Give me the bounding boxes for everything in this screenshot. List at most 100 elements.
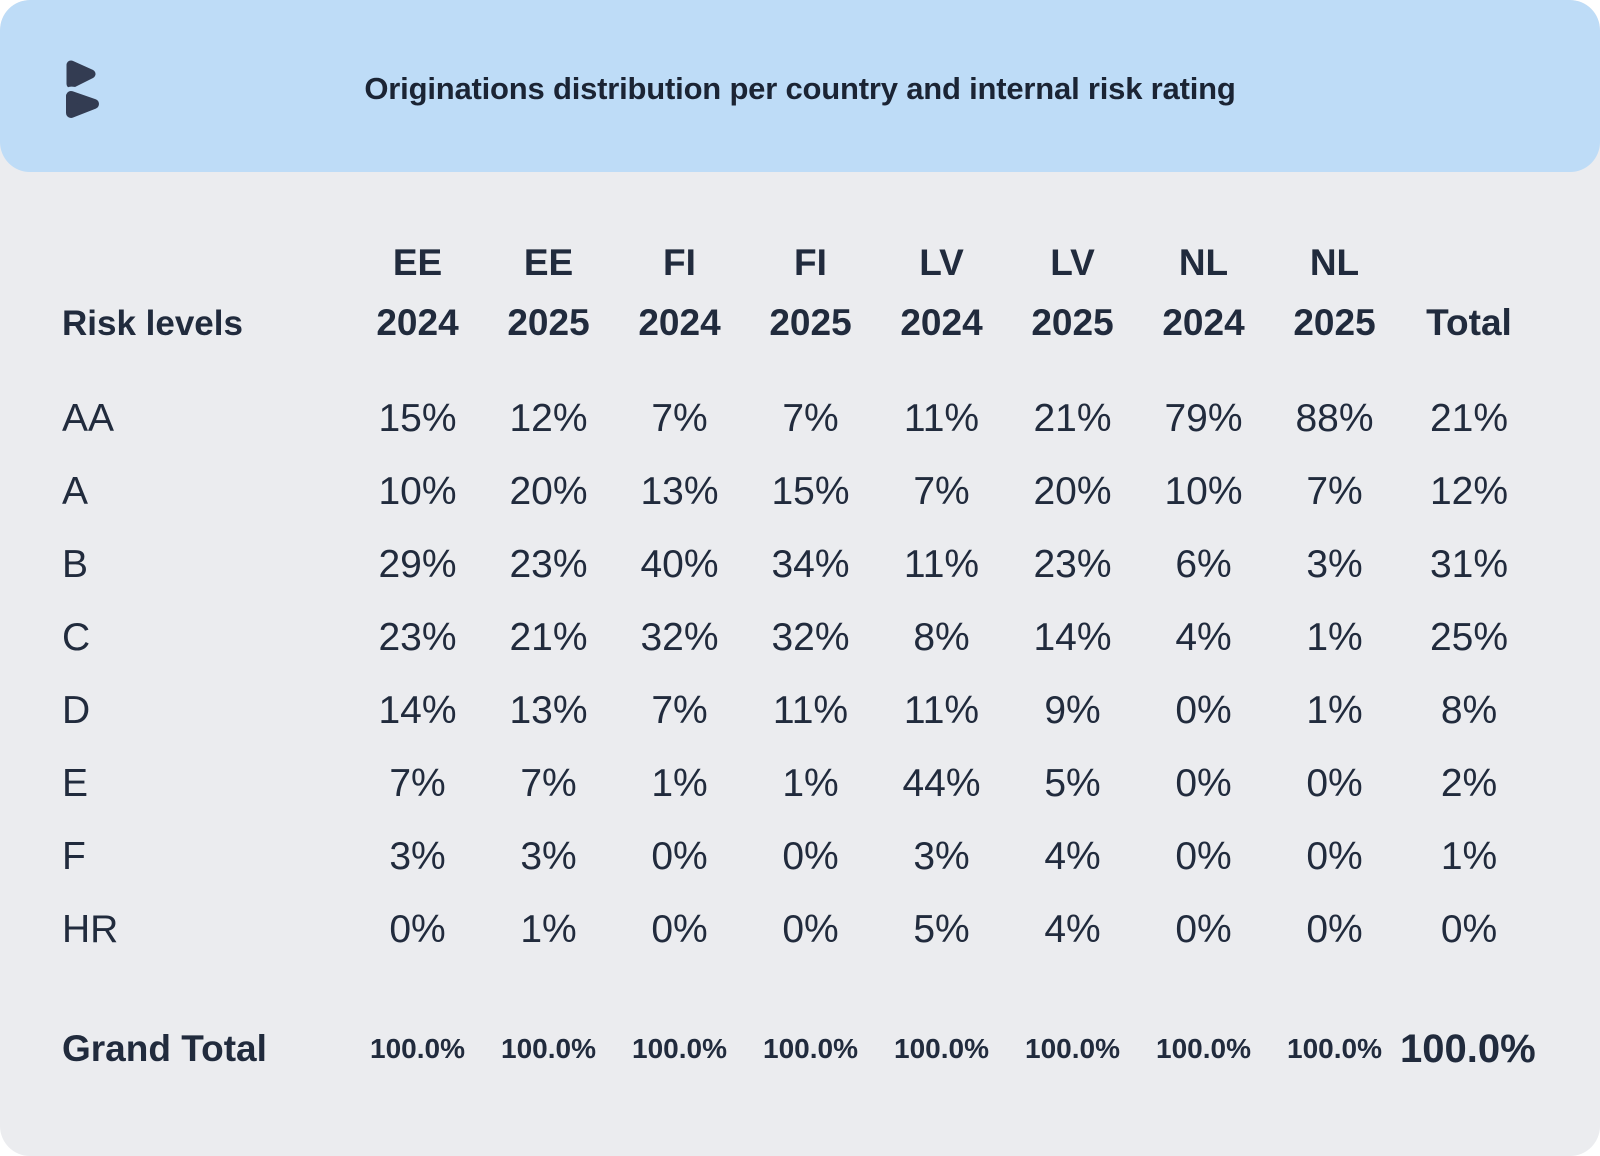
risk-level-cell: B (62, 542, 89, 586)
row-total-cell: 12% (1429, 469, 1509, 513)
value-cell: 0% (1175, 688, 1232, 732)
value-cell: 7% (520, 761, 577, 805)
risk-level-cell: AA (62, 396, 115, 440)
table-row: A 10% 20% 13% 15% 7% 20% 10% 7% 12% (62, 455, 1538, 528)
bondora-logo-icon (64, 60, 99, 118)
column-country-header: NL (1309, 242, 1360, 283)
column-year-header: 2025 (1031, 302, 1114, 343)
value-cell: 29% (378, 542, 457, 586)
value-cell: 14% (378, 688, 457, 732)
column-country-header: FI (794, 242, 827, 283)
table-body: AA 15% 12% 7% 7% 11% 21% 79% 88% 21% A 10% 20% 13% 15%… (62, 348, 1538, 1092)
table-head: EE EE FI FI LV LV NL NL Risk levels 2024 2025 2024 2… (62, 216, 1538, 348)
risk-level-cell: D (62, 688, 91, 732)
value-cell: 3% (389, 834, 446, 878)
risk-level-cell: F (62, 834, 86, 878)
table-row: E 7% 7% 1% 1% 44% 5% 0% 0% 2% (62, 747, 1538, 820)
value-cell: 0% (782, 834, 839, 878)
value-cell: 79% (1164, 396, 1243, 440)
value-cell: 3% (1306, 542, 1363, 586)
risk-distribution-table: EE EE FI FI LV LV NL NL Risk levels 2024 2025 2024 2… (62, 216, 1538, 1092)
table-row: HR 0% 1% 0% 0% 5% 4% 0% 0% 0% (62, 893, 1538, 966)
value-cell: 0% (1175, 834, 1232, 878)
risk-level-cell: HR (62, 907, 119, 951)
value-cell: 0% (1306, 907, 1363, 951)
value-cell: 0% (1306, 761, 1363, 805)
value-cell: 7% (913, 469, 970, 513)
value-cell: 10% (378, 469, 457, 513)
value-cell: 0% (651, 834, 708, 878)
value-cell: 40% (640, 542, 719, 586)
value-cell: 10% (1164, 469, 1243, 513)
value-cell: 32% (640, 615, 719, 659)
value-cell: 21% (1033, 396, 1112, 440)
value-cell: 6% (1175, 542, 1232, 586)
value-cell: 88% (1295, 396, 1374, 440)
value-cell: 23% (378, 615, 457, 659)
value-cell: 1% (651, 761, 708, 805)
total-header-spacer (1400, 216, 1538, 286)
value-cell: 0% (1175, 907, 1232, 951)
table-area: EE EE FI FI LV LV NL NL Risk levels 2024 2025 2024 2… (62, 172, 1538, 1156)
column-country-header: NL (1178, 242, 1229, 283)
column-country-header: EE (523, 242, 574, 283)
value-cell: 20% (1033, 469, 1112, 513)
value-cell: 7% (1306, 469, 1363, 513)
value-cell: 15% (378, 396, 457, 440)
value-cell: 5% (913, 907, 970, 951)
country-header-row: EE EE FI FI LV LV NL NL (62, 216, 1538, 286)
value-cell: 7% (389, 761, 446, 805)
value-cell: 0% (1306, 834, 1363, 878)
value-cell: 23% (1033, 542, 1112, 586)
value-cell: 1% (1306, 688, 1363, 732)
column-country-header: LV (919, 242, 964, 283)
grand-total-value-cell: 100.0% (1287, 1033, 1382, 1064)
value-cell: 32% (771, 615, 850, 659)
grand-total-value-cell: 100.0% (894, 1033, 989, 1064)
spacer-cell (62, 348, 1538, 382)
column-country-header: EE (392, 242, 443, 283)
value-cell: 44% (902, 761, 981, 805)
value-cell: 0% (389, 907, 446, 951)
column-year-header: 2025 (1293, 302, 1376, 343)
value-cell: 7% (782, 396, 839, 440)
value-cell: 15% (771, 469, 850, 513)
value-cell: 14% (1033, 615, 1112, 659)
row-total-cell: 25% (1429, 615, 1509, 659)
value-cell: 5% (1044, 761, 1101, 805)
column-year-header: 2024 (900, 302, 983, 343)
total-column-header: Total (1426, 302, 1512, 343)
spacer-cell (62, 966, 1538, 1006)
row-total-cell: 1% (1440, 834, 1498, 878)
year-header-row: Risk levels 2024 2025 2024 2025 2024 2025 2024 2… (62, 286, 1538, 348)
value-cell: 8% (913, 615, 970, 659)
row-total-cell: 21% (1429, 396, 1509, 440)
grand-total-value-cell: 100.0% (370, 1033, 465, 1064)
value-cell: 0% (1175, 761, 1232, 805)
value-cell: 4% (1175, 615, 1232, 659)
value-cell: 13% (640, 469, 719, 513)
row-total-cell: 0% (1440, 907, 1498, 951)
grand-total-final-cell: 100.0% (1400, 1026, 1536, 1071)
table-row: D 14% 13% 7% 11% 11% 9% 0% 1% 8% (62, 674, 1538, 747)
grand-total-value-cell: 100.0% (1025, 1033, 1120, 1064)
risk-level-cell: A (62, 469, 89, 513)
column-year-header: 2024 (638, 302, 721, 343)
column-year-header: 2024 (1162, 302, 1245, 343)
value-cell: 0% (651, 907, 708, 951)
value-cell: 1% (782, 761, 839, 805)
row-total-cell: 2% (1440, 761, 1498, 805)
spacer-row (62, 966, 1538, 1006)
value-cell: 9% (1044, 688, 1101, 732)
report-title: Originations distribution per country an… (364, 71, 1236, 106)
value-cell: 11% (903, 688, 980, 732)
value-cell: 7% (651, 688, 708, 732)
table-row: AA 15% 12% 7% 7% 11% 21% 79% 88% 21% (62, 382, 1538, 455)
risk-level-cell: C (62, 615, 91, 659)
risk-levels-header: Risk levels (62, 304, 243, 343)
table-row: F 3% 3% 0% 0% 3% 4% 0% 0% 1% (62, 820, 1538, 893)
grand-total-row: Grand Total 100.0% 100.0% 100.0% 100.0% 100.0… (62, 1006, 1538, 1092)
value-cell: 1% (520, 907, 577, 951)
value-cell: 11% (903, 396, 980, 440)
risk-levels-header-spacer (62, 216, 352, 286)
